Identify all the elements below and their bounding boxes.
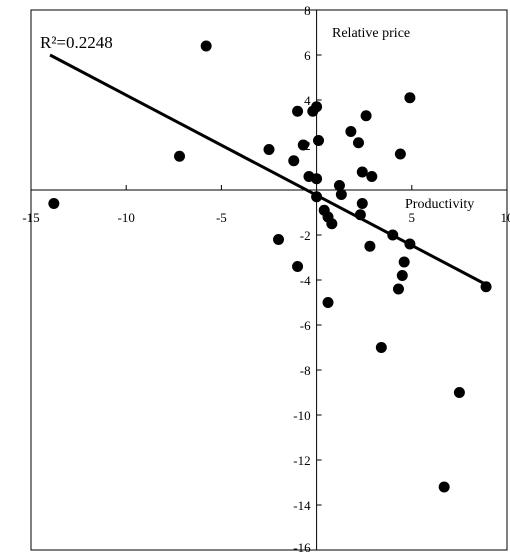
data-point [392,283,404,295]
y-tick-label: -12 [293,453,310,468]
data-point [313,135,325,146]
r-squared-annotation: R²=0.2248 [40,33,113,52]
y-tick-label: -10 [293,408,310,423]
data-point [311,101,323,113]
y-tick-label: -16 [293,540,311,554]
y-tick-label: -14 [293,498,311,513]
y-axis-label: Relative price [332,26,410,41]
data-point [398,256,410,268]
data-point [394,148,406,160]
y-tick-label: -8 [300,363,311,378]
x-tick-label: -10 [118,210,135,225]
x-tick-label: 5 [409,210,416,225]
y-tick-label: 6 [304,48,311,63]
y-tick-label: -6 [300,318,311,333]
data-point [326,218,338,230]
x-tick-label: -5 [216,210,227,225]
y-tick-label: -4 [300,273,311,288]
data-point [48,198,60,209]
data-point [263,144,275,155]
data-points [48,40,492,493]
data-point [364,240,376,252]
data-point [288,155,300,167]
y-ticks: -16-14-12-10-8-6-4-22468 [293,3,322,554]
data-point [356,198,368,209]
data-point [311,173,323,185]
data-point [396,270,408,281]
data-point [366,171,378,182]
data-point [297,139,309,151]
data-point [438,481,450,493]
plot-frame [30,9,508,551]
data-point [356,166,368,178]
data-point [322,297,334,308]
data-point [453,387,465,398]
data-point [345,126,357,137]
y-tick-label: -2 [300,228,311,243]
data-point [292,105,304,117]
x-ticks: -15 -10 -5 5 10 [22,185,510,225]
data-point [360,110,372,122]
trendline [49,53,487,286]
data-point [292,261,304,272]
y-tick-label: 8 [304,3,311,18]
x-tick-label: -15 [22,210,39,225]
data-point [174,150,186,162]
x-axis-label: Productivity [405,197,474,212]
data-point [375,342,387,353]
data-point [200,40,212,52]
data-point [273,234,285,245]
data-point [333,180,345,191]
y-tick-label: 4 [304,93,311,108]
data-point [335,189,347,200]
data-point [404,92,416,104]
x-tick-label: 10 [501,210,510,225]
data-point [352,137,364,149]
